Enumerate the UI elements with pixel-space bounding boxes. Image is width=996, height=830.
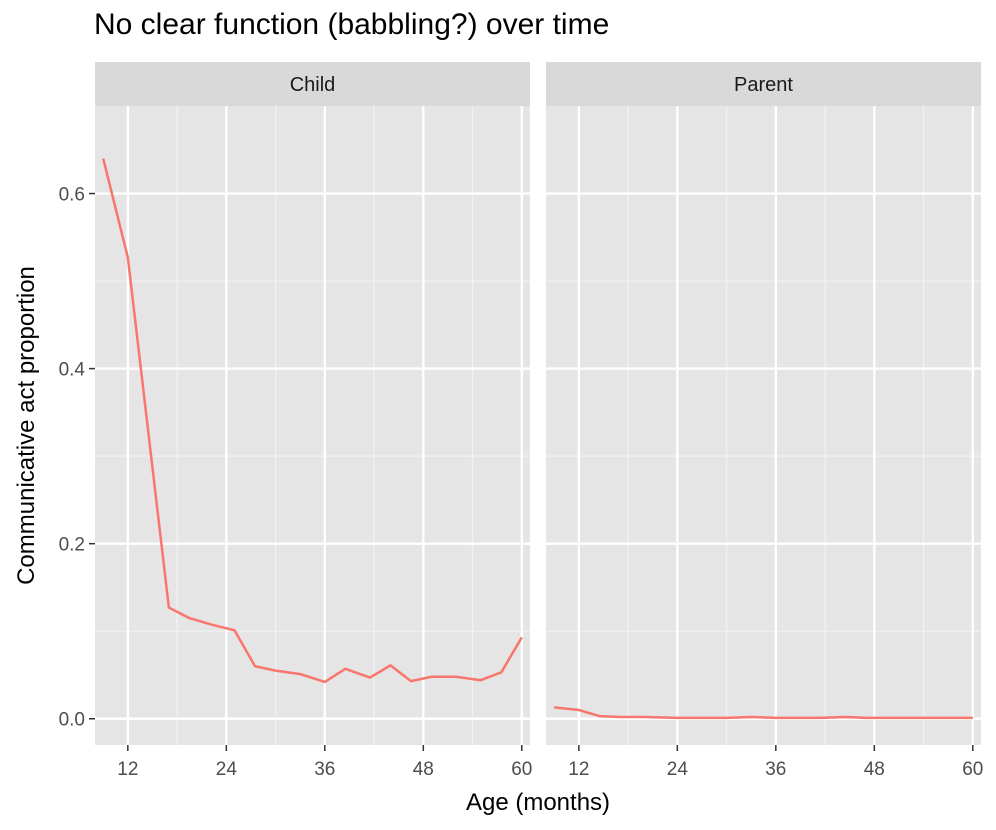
panel-background-parent: [546, 106, 981, 745]
series-line-child: [101, 158, 523, 684]
y-tick-label: 0.2: [59, 535, 85, 556]
series-line-parent: [554, 706, 973, 720]
x-tick-label: 48: [413, 759, 434, 780]
x-tick-label: 60: [511, 759, 532, 780]
y-tick-label: 0.6: [59, 185, 85, 206]
x-tick-label: 24: [667, 759, 689, 780]
panel-background-child: [95, 106, 530, 745]
facet-label-child: Child: [290, 74, 336, 96]
x-tick-label: 12: [568, 759, 589, 780]
y-tick-label: 0.4: [59, 360, 86, 381]
chart-title: No clear function (babbling?) over time: [94, 8, 610, 41]
facet-label-parent: Parent: [734, 74, 793, 96]
y-axis-title: Communicative act proportion: [13, 266, 40, 585]
facet-strip-child: [95, 62, 530, 106]
x-tick-label: 36: [765, 759, 786, 780]
facet-strip-parent: [546, 62, 981, 106]
x-axis-title: Age (months): [466, 789, 610, 816]
x-tick-label: 48: [864, 759, 885, 780]
x-tick-label: 24: [216, 759, 238, 780]
x-tick-label: 36: [314, 759, 335, 780]
x-tick-label: 12: [117, 759, 138, 780]
y-tick-label: 0.0: [59, 710, 85, 731]
x-tick-label: 60: [962, 759, 983, 780]
